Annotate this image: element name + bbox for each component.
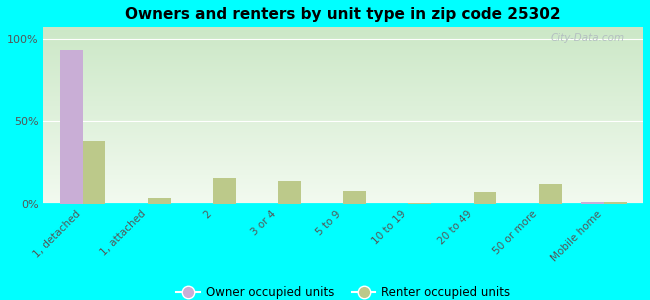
Bar <box>385 203 408 204</box>
Title: Owners and renters by unit type in zip code 25302: Owners and renters by unit type in zip c… <box>125 7 561 22</box>
Bar <box>190 203 213 204</box>
Bar <box>83 141 105 204</box>
Bar <box>451 203 474 204</box>
Bar <box>60 50 83 204</box>
Bar <box>148 198 170 204</box>
Bar <box>408 203 431 204</box>
Bar <box>320 203 343 204</box>
Bar <box>278 181 301 204</box>
Bar <box>213 178 236 204</box>
Bar <box>255 203 278 204</box>
Bar <box>343 191 366 204</box>
Bar <box>539 184 562 204</box>
Legend: Owner occupied units, Renter occupied units: Owner occupied units, Renter occupied un… <box>172 282 515 300</box>
Bar <box>125 203 148 204</box>
Bar <box>474 192 497 204</box>
Bar <box>604 202 627 204</box>
Text: City-Data.com: City-Data.com <box>551 33 625 43</box>
Bar <box>581 202 604 204</box>
Bar <box>516 203 539 204</box>
